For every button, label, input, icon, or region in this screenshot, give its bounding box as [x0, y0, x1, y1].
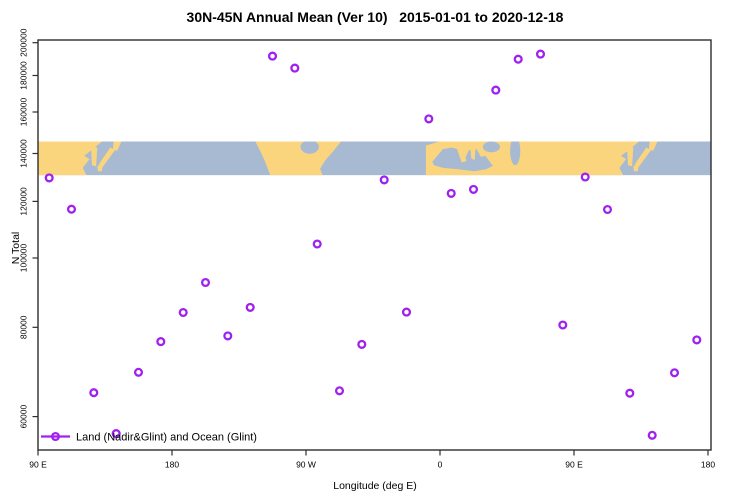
y-tick-label: 140000	[19, 139, 29, 168]
x-tick-label: 0	[438, 460, 443, 470]
y-tick-label: 60000	[19, 405, 29, 429]
y-tick-label: 180000	[19, 61, 29, 90]
data-point	[401, 307, 412, 317]
data-point	[379, 175, 389, 185]
data-point	[513, 54, 523, 64]
land-shape	[38, 141, 102, 176]
land-shape	[98, 147, 116, 168]
land-shape	[470, 147, 476, 161]
data-point	[200, 277, 211, 288]
data-point	[535, 49, 546, 59]
legend-label: Land (Nadir&Glint) and Ocean (Glint)	[76, 432, 257, 444]
land-shape	[626, 145, 634, 167]
legend: Land (Nadir&Glint) and Ocean (Glint)	[41, 432, 257, 444]
data-point	[267, 51, 278, 61]
y-tick-label: 80000	[19, 315, 29, 339]
land-shape	[97, 165, 103, 172]
y-tick-label: 100000	[19, 244, 29, 273]
plot-frame	[37, 39, 712, 451]
x-tick-label: 180	[701, 460, 715, 470]
chart-title: 30N-45N Annual Mean (Ver 10) 2015-01-01 …	[186, 9, 564, 25]
data-point	[446, 188, 456, 198]
x-tick-label: 90 E	[565, 460, 583, 470]
data-point	[290, 63, 300, 73]
x-tick-label: 180	[165, 460, 179, 470]
data-point	[424, 114, 434, 124]
data-point	[44, 173, 54, 183]
land-shape	[90, 145, 98, 167]
data-point	[580, 172, 590, 182]
data-point	[245, 302, 255, 312]
axis-ticks: 90 E 180 90 W 0 90 E 180 60000 80000 100000 12000…	[19, 28, 716, 469]
data-point	[558, 320, 568, 330]
land-shape	[648, 141, 658, 151]
data-point	[133, 367, 144, 377]
land-shape	[634, 147, 652, 168]
plot-border	[37, 39, 712, 451]
data-point	[647, 430, 657, 440]
world-map-band	[38, 141, 711, 176]
ocean-shape	[300, 141, 319, 154]
data-point	[66, 204, 77, 214]
x-tick-label: 90 E	[29, 460, 47, 470]
data-point	[468, 184, 479, 194]
land-shape	[255, 141, 341, 176]
data-point	[89, 388, 99, 398]
data-points	[44, 49, 702, 440]
data-point	[111, 429, 121, 439]
x-tick-label: 90 W	[296, 460, 316, 470]
legend-marker-icon	[50, 431, 61, 442]
x-axis-label: Longitude (deg E)	[333, 480, 417, 492]
ocean-shape	[425, 141, 440, 146]
data-point	[223, 331, 233, 341]
data-point	[357, 339, 367, 349]
data-point	[312, 239, 322, 249]
y-axis-label: N Total	[10, 231, 22, 265]
y-tick-label: 120000	[19, 187, 29, 216]
data-point	[178, 307, 188, 318]
data-point	[156, 337, 166, 347]
land-shape	[633, 165, 639, 172]
data-point	[334, 386, 345, 396]
data-point	[625, 388, 635, 398]
y-tick-label: 200000	[19, 28, 29, 57]
y-tick-label: 160000	[19, 98, 29, 127]
land-shape	[457, 145, 467, 163]
ocean-shape	[482, 141, 500, 153]
data-point	[602, 204, 613, 215]
data-point	[669, 368, 680, 378]
land-shape	[112, 141, 122, 151]
data-point	[491, 85, 501, 95]
ocean-shape	[510, 141, 521, 166]
data-point	[692, 335, 702, 345]
